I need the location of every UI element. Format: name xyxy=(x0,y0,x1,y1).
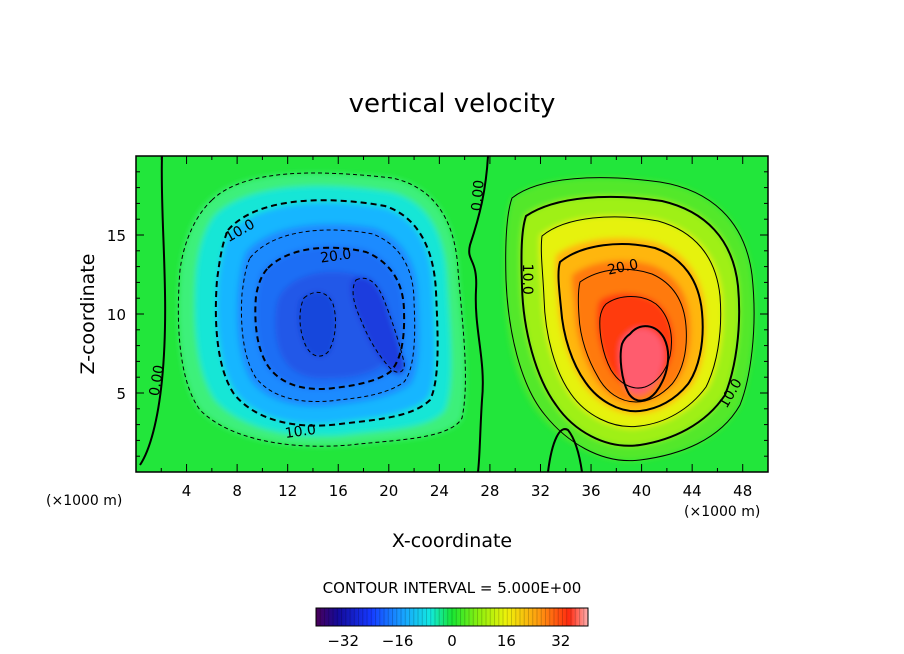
colorbar: −32 −16 0 16 32 xyxy=(315,607,589,650)
x-tick-label: 8 xyxy=(232,482,242,500)
x-tick-label: 24 xyxy=(430,482,449,500)
contour-label: 10.0 xyxy=(519,264,535,295)
x-tick-label: 36 xyxy=(581,482,600,500)
contour-label-text: 0.00 xyxy=(469,179,488,211)
x-tick-label: 16 xyxy=(329,482,348,500)
contour-zero-center xyxy=(468,156,489,472)
contour-label: 20.0 xyxy=(606,257,640,279)
x-tick-label: 44 xyxy=(683,482,702,500)
contour-plus-30 xyxy=(599,296,672,389)
contour-label: 0.00 xyxy=(147,364,168,397)
x-tick-label: 48 xyxy=(733,482,752,500)
contour-zero-bump xyxy=(547,428,583,472)
contour-label: 0.00 xyxy=(469,179,488,211)
contour-label: 20.0 xyxy=(319,246,352,266)
contour-label-text: 10.0 xyxy=(519,264,535,295)
y-tick-label: 15 xyxy=(107,227,126,245)
contour-label: 10.0 xyxy=(284,422,317,442)
colorbar-tick-label: 16 xyxy=(497,632,516,650)
x-tick-label: 32 xyxy=(531,482,550,500)
y-tick-label: 5 xyxy=(116,385,126,403)
contour-plus-25 xyxy=(577,268,687,403)
contour-lines xyxy=(139,156,755,472)
chart-title: vertical velocity xyxy=(349,89,556,119)
colorbar-frame xyxy=(315,607,589,627)
x-tick-label: 28 xyxy=(480,482,499,500)
contour-minus-25a xyxy=(299,291,336,357)
colorbar-tick-label: −32 xyxy=(327,632,359,650)
x-tick-label: 40 xyxy=(632,482,651,500)
colorbar-tick-label: 0 xyxy=(447,632,457,650)
y-axis-label: Z-coordinate xyxy=(77,254,99,375)
colorbar-fill xyxy=(316,608,588,626)
colorbar-ticks: −32 −16 0 16 32 xyxy=(327,632,570,650)
contour-minus-5 xyxy=(177,172,466,447)
contour-minus-15 xyxy=(240,229,416,403)
contour-minus-25b xyxy=(352,277,405,373)
x-tick-label: 20 xyxy=(379,482,398,500)
contour-zero-left xyxy=(139,156,167,466)
updraft-fill xyxy=(505,177,755,461)
colorbar-tick-label: 32 xyxy=(551,632,570,650)
y-axis: 5 10 15 xyxy=(107,171,768,457)
y-tick-label: 10 xyxy=(107,306,126,324)
contour-plus-10 xyxy=(520,195,741,447)
x-tick-label: 4 xyxy=(182,482,192,500)
x-tick-label: 12 xyxy=(278,482,297,500)
x-unit-right: (×1000 m) xyxy=(684,504,760,520)
x-axis-label: X-coordinate xyxy=(392,530,512,552)
contour-plus-5 xyxy=(505,177,755,462)
contour-minus-20 xyxy=(254,246,406,390)
contour-minus-10 xyxy=(214,199,439,427)
contour-label-text: 10.0 xyxy=(284,422,317,442)
contour-plus-35 xyxy=(619,325,670,402)
x-axis: 4 8 12 16 20 24 28 32 36 40 44 48 xyxy=(160,156,752,500)
colorbar-tick-label: −16 xyxy=(382,632,414,650)
contour-label-text: 20.0 xyxy=(319,246,352,266)
contour-interval-text: CONTOUR INTERVAL = 5.000E+00 xyxy=(323,579,582,597)
downdraft-fill xyxy=(178,173,466,447)
x-unit-left: (×1000 m) xyxy=(46,493,122,509)
contour-plus-15 xyxy=(540,216,722,428)
colorbar-segments xyxy=(319,608,585,626)
contour-label-text: 20.0 xyxy=(606,257,640,279)
contour-label-text: 0.00 xyxy=(147,364,168,397)
contour-plus-20 xyxy=(557,243,704,413)
